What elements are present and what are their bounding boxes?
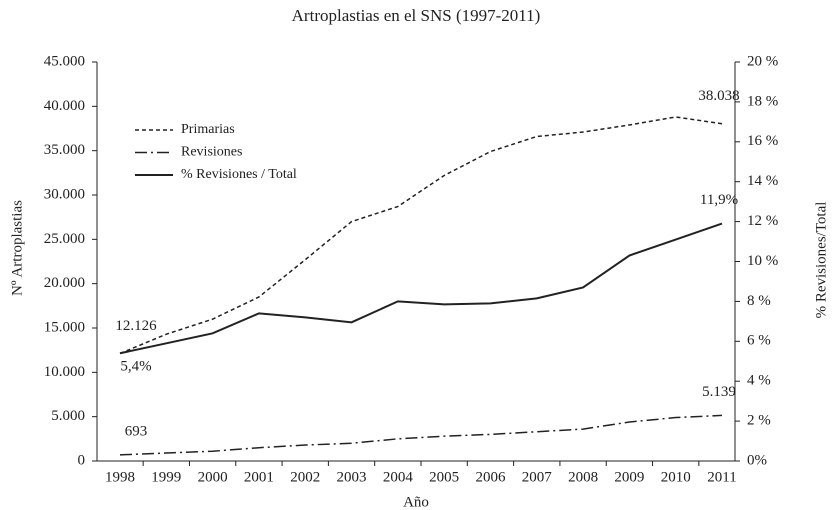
legend-label: Primarias xyxy=(181,122,235,137)
series-line xyxy=(119,116,723,355)
x-tick-label: 2009 xyxy=(614,469,644,485)
x-tick-label: 2002 xyxy=(290,469,320,485)
y2-tick-label: 12 % xyxy=(747,213,778,229)
y-tick-label: 0 xyxy=(78,452,86,468)
x-tick-label: 2007 xyxy=(522,469,553,485)
y-tick-label: 30.000 xyxy=(44,186,85,202)
value-label: 5.139 xyxy=(702,384,736,400)
y-axis-title: Nº Artroplastias xyxy=(9,200,25,296)
value-label: 5,4% xyxy=(120,359,151,375)
series-line xyxy=(119,222,723,355)
x-tick-label: 1999 xyxy=(151,469,181,485)
y-tick-label: 15.000 xyxy=(44,319,85,335)
x-tick-label: 2008 xyxy=(568,469,598,485)
y2-tick-label: 10 % xyxy=(747,253,778,269)
x-tick-label: 2006 xyxy=(475,469,506,485)
chart-title: Artroplastias en el SNS (1997-2011) xyxy=(292,6,541,25)
x-tick-label: 1998 xyxy=(105,469,135,485)
y2-tick-label: 2 % xyxy=(747,413,771,429)
y-tick-label: 45.000 xyxy=(44,53,85,69)
y2-tick-label: 18 % xyxy=(747,93,778,109)
y2-tick-label: 0% xyxy=(747,452,767,468)
y-tick-label: 20.000 xyxy=(44,275,85,291)
y2-tick-label: 4 % xyxy=(747,373,771,389)
y-tick-label: 10.000 xyxy=(44,364,85,380)
value-label: 38.038 xyxy=(698,88,739,104)
x-tick-label: 2010 xyxy=(661,469,691,485)
x-axis-title: Año xyxy=(403,494,429,510)
x-tick-label: 2000 xyxy=(198,469,228,485)
legend-label: % Revisiones / Total xyxy=(181,167,297,182)
y-tick-label: 25.000 xyxy=(44,231,85,247)
value-label: 11,9% xyxy=(700,192,738,208)
y2-tick-label: 14 % xyxy=(747,173,778,189)
value-label: 12.126 xyxy=(115,318,157,334)
y2-axis-title: % Revisiones/Total xyxy=(813,202,829,319)
x-tick-label: 2001 xyxy=(244,469,274,485)
x-tick-label: 2003 xyxy=(337,469,367,485)
x-tick-label: 2005 xyxy=(429,469,459,485)
legend-label: Revisiones xyxy=(181,145,242,160)
y2-tick-label: 16 % xyxy=(747,133,778,149)
x-tick-label: 2011 xyxy=(707,469,736,485)
y2-tick-label: 6 % xyxy=(747,333,771,349)
value-label: 693 xyxy=(125,423,148,439)
y-tick-label: 40.000 xyxy=(44,98,85,114)
y-tick-label: 35.000 xyxy=(44,142,85,158)
series-line xyxy=(119,414,723,456)
y2-tick-label: 8 % xyxy=(747,293,771,309)
y-tick-label: 5.000 xyxy=(51,408,85,424)
y2-tick-label: 20 % xyxy=(747,53,778,69)
x-tick-label: 2004 xyxy=(383,469,414,485)
